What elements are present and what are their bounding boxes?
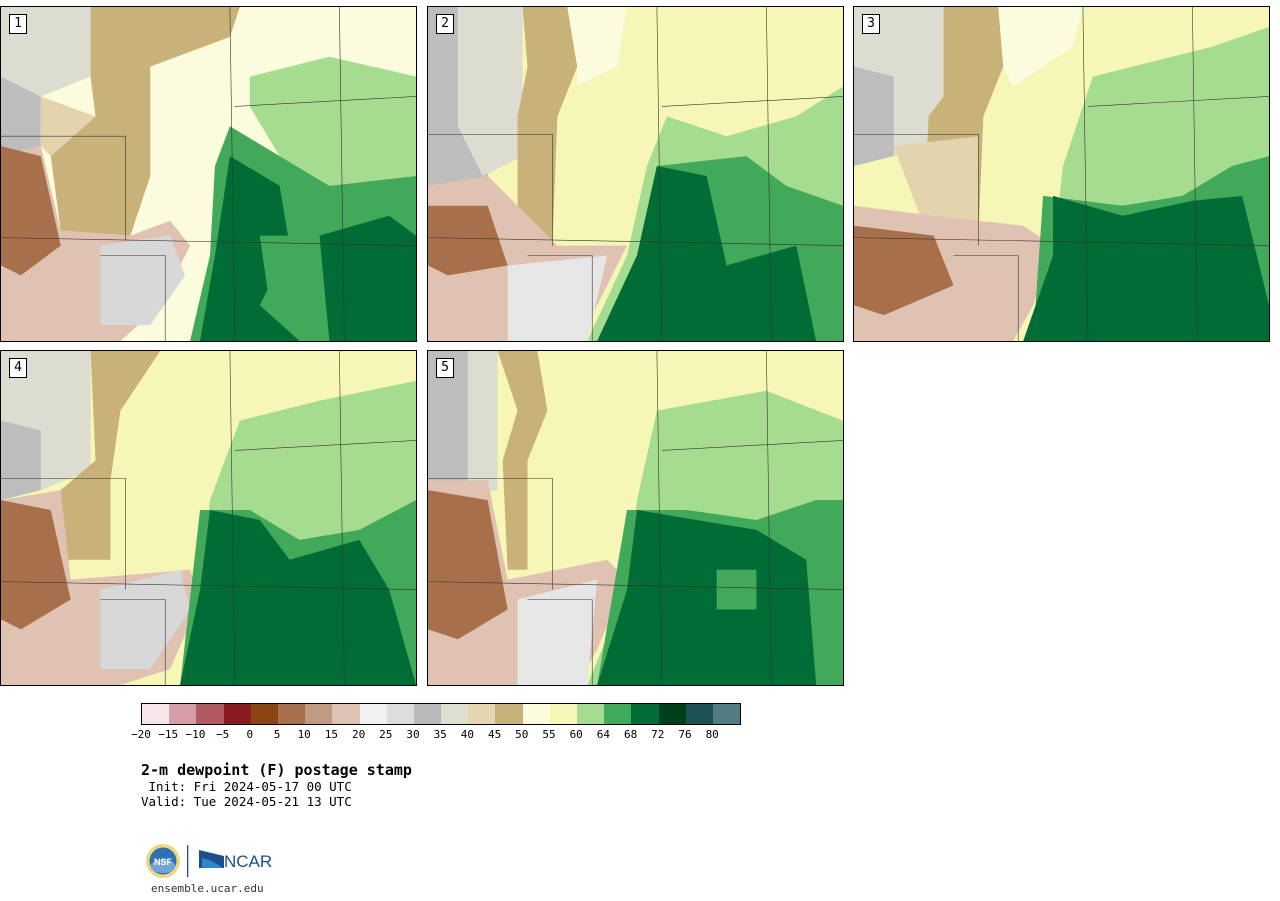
panel-label: 1 — [9, 14, 27, 34]
colorbar-swatch — [250, 704, 278, 724]
colorbar-tick-label: 72 — [651, 728, 665, 741]
colorbar-tick-label: 15 — [324, 728, 339, 741]
nsf-logo: NSF — [146, 844, 180, 878]
colorbar-swatch — [631, 704, 659, 724]
panel-label: 3 — [862, 14, 880, 34]
colorbar-tick-label: 20 — [351, 728, 366, 741]
colorbar-tick-label: −20 — [131, 728, 151, 741]
colorbar-tick-label: 60 — [569, 728, 583, 741]
figure-title: 2-m dewpoint (F) postage stamp — [141, 761, 412, 779]
init-time: Init: Fri 2024-05-17 00 UTC — [141, 779, 352, 794]
colorbar-tick-label: 0 — [246, 728, 254, 741]
colorbar-swatch — [196, 704, 224, 724]
colorbar-swatch — [332, 704, 360, 724]
map-panel-5: 5 — [427, 350, 844, 686]
colorbar-swatch — [712, 704, 741, 724]
colorbar-swatch — [658, 704, 686, 724]
colorbar-swatch — [142, 704, 170, 724]
colorbar-tick-label: 80 — [705, 728, 719, 741]
colorbar — [141, 703, 742, 725]
colorbar-swatch — [549, 704, 577, 724]
map-panel-2-svg — [428, 7, 843, 341]
colorbar-tick-label: 50 — [515, 728, 529, 741]
colorbar-swatch — [522, 704, 550, 724]
nsf-logo-text: NSF — [154, 857, 173, 867]
map-panel-2: 2 — [427, 6, 844, 342]
nsf-ncar-logos: NSF NCAR — [146, 844, 272, 878]
map-panel-5-svg — [428, 351, 843, 685]
colorbar-swatch — [441, 704, 469, 724]
colorbar-tick-label: 5 — [273, 728, 281, 741]
map-panel-3: 3 — [853, 6, 1270, 342]
panel-label: 4 — [9, 358, 27, 378]
panel-label: 2 — [436, 14, 454, 34]
map-panel-3-svg — [854, 7, 1269, 341]
colorbar-tick-label: −10 — [185, 728, 206, 741]
valid-time: Valid: Tue 2024-05-21 13 UTC — [141, 794, 352, 809]
colorbar-swatch — [685, 704, 713, 724]
colorbar-tick-label: 30 — [406, 728, 420, 741]
ncar-logo: NCAR — [199, 850, 272, 871]
colorbar-tick-label: 35 — [433, 728, 447, 741]
colorbar-tick-label: 64 — [596, 728, 611, 741]
colorbar-tick-label: −15 — [158, 728, 179, 741]
map-panel-4: 4 — [0, 350, 417, 686]
colorbar-swatch — [223, 704, 251, 724]
colorbar-tick-label: 76 — [678, 728, 692, 741]
colorbar-swatch — [468, 704, 496, 724]
colorbar-ticks: −20 −15 −10 −5 0 5 10 15 20 25 30 35 40 45 50 55 60 64 68 7… — [131, 728, 757, 742]
colorbar-swatch — [277, 704, 306, 724]
map-panel-1-svg — [1, 7, 416, 341]
colorbar-tick-label: 10 — [297, 728, 311, 741]
colorbar-tick-label: 68 — [623, 728, 638, 741]
colorbar-tick-label: 25 — [379, 728, 393, 741]
colorbar-swatch — [386, 704, 414, 724]
colorbar-swatch — [495, 704, 523, 724]
panel-label: 5 — [436, 358, 454, 378]
colorbar-swatch — [413, 704, 442, 724]
colorbar-tick-label: −5 — [215, 728, 230, 741]
colorbar-swatch — [359, 704, 387, 724]
ncar-logo-text: NCAR — [224, 852, 272, 871]
colorbar-swatch — [169, 704, 197, 724]
colorbar-swatch — [305, 704, 333, 724]
map-panel-4-svg — [1, 351, 416, 685]
colorbar-swatch — [604, 704, 632, 724]
colorbar-tick-label: 40 — [460, 728, 475, 741]
colorbar-tick-label: 55 — [542, 728, 556, 741]
colorbar-swatch — [577, 704, 605, 724]
map-panel-1: 1 — [0, 6, 417, 342]
colorbar-tick-label: 45 — [487, 728, 502, 741]
site-url: ensemble.ucar.edu — [151, 882, 264, 895]
